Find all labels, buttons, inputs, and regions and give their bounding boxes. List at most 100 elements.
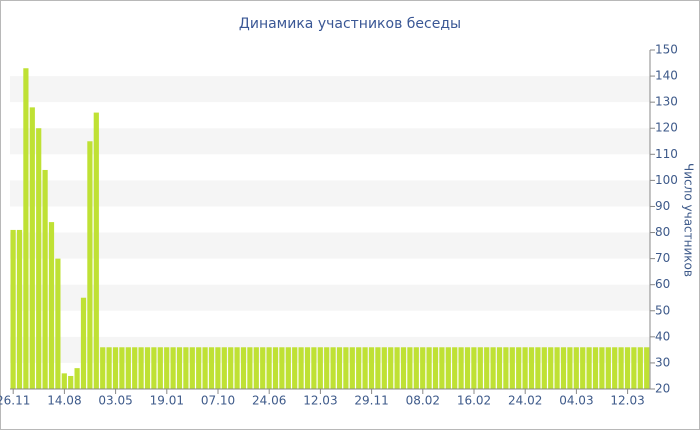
- bar: [522, 347, 528, 389]
- bar: [484, 347, 490, 389]
- bar: [132, 347, 138, 389]
- x-tick-label: 14.08: [47, 394, 81, 408]
- bar: [560, 347, 567, 389]
- bar: [644, 347, 650, 389]
- bar: [624, 347, 631, 389]
- x-tick-label: 16.02: [457, 394, 491, 408]
- bar: [464, 347, 471, 389]
- bar: [74, 368, 80, 389]
- bar: [279, 347, 285, 389]
- bar: [189, 347, 195, 389]
- bar: [349, 347, 355, 389]
- y-axis-label: Число участников: [682, 163, 696, 277]
- bar: [362, 347, 368, 389]
- bar: [458, 347, 464, 389]
- bar: [580, 347, 586, 389]
- bar: [509, 347, 515, 389]
- bar: [42, 169, 48, 389]
- y-tick-label: 110: [655, 147, 678, 161]
- bar: [112, 347, 119, 389]
- bar: [400, 347, 407, 389]
- y-tick-label: 60: [655, 277, 670, 291]
- bar: [176, 347, 183, 389]
- y-tick-label: 90: [655, 199, 670, 213]
- bar: [599, 347, 605, 389]
- bar: [503, 347, 509, 389]
- bar: [541, 347, 547, 389]
- x-tick-label: 08.02: [406, 394, 440, 408]
- bar: [477, 347, 483, 389]
- x-tick-label: 24.02: [508, 394, 542, 408]
- bar: [48, 222, 55, 389]
- bar: [573, 347, 579, 389]
- bar: [490, 347, 496, 389]
- bar: [432, 347, 439, 389]
- x-tick-label: 07.10: [201, 394, 235, 408]
- bar: [535, 347, 541, 389]
- chart-title: Динамика участников беседы: [239, 16, 461, 32]
- bar: [170, 347, 176, 389]
- bar: [266, 347, 272, 389]
- bar: [292, 347, 298, 389]
- bar: [471, 347, 477, 389]
- grid-band: [10, 232, 650, 259]
- bar: [106, 347, 112, 389]
- bar: [298, 347, 304, 389]
- bar: [87, 141, 93, 389]
- bar: [516, 347, 522, 389]
- bar: [208, 347, 215, 389]
- bar: [215, 347, 221, 389]
- bar: [528, 347, 535, 389]
- bar: [343, 347, 349, 389]
- bar: [55, 258, 61, 389]
- bar: [388, 347, 394, 389]
- bar: [618, 347, 624, 389]
- bar: [426, 347, 432, 389]
- bar: [272, 347, 279, 389]
- bar: [202, 347, 208, 389]
- bar: [119, 347, 125, 389]
- bar: [61, 373, 67, 389]
- x-tick-label: 29.11: [354, 394, 388, 408]
- bar: [394, 347, 400, 389]
- grid-band: [10, 180, 650, 207]
- bar: [164, 347, 170, 389]
- bar: [420, 347, 426, 389]
- bar: [317, 347, 323, 389]
- grid-band: [10, 76, 650, 103]
- x-tick-label: 12.03: [610, 394, 644, 408]
- x-tick-label: 19.01: [150, 394, 184, 408]
- bar: [125, 347, 131, 389]
- bar: [445, 347, 451, 389]
- bar: [36, 128, 42, 389]
- y-tick-label: 50: [655, 303, 670, 317]
- y-tick-label: 130: [655, 95, 678, 109]
- bar: [221, 347, 227, 389]
- bar: [93, 112, 99, 389]
- bar: [138, 347, 144, 389]
- bar: [637, 347, 643, 389]
- bar: [23, 68, 29, 389]
- bar: [336, 347, 343, 389]
- grid-band: [10, 128, 650, 155]
- bar: [324, 347, 330, 389]
- y-tick-label: 30: [655, 355, 670, 369]
- bar: [234, 347, 240, 389]
- bar: [631, 347, 637, 389]
- y-tick-label: 40: [655, 329, 670, 343]
- bar: [16, 229, 23, 389]
- bar: [100, 347, 106, 389]
- y-tick-label: 20: [655, 382, 670, 396]
- bar: [356, 347, 362, 389]
- y-tick-label: 80: [655, 225, 670, 239]
- x-tick-label: 04.03: [559, 394, 593, 408]
- bar: [240, 347, 247, 389]
- bar: [228, 347, 234, 389]
- bar: [285, 347, 291, 389]
- bar: [567, 347, 573, 389]
- grid-band: [10, 336, 650, 363]
- x-tick-label: 26.11: [0, 394, 30, 408]
- bar: [10, 229, 16, 389]
- y-tick-label: 100: [655, 173, 678, 187]
